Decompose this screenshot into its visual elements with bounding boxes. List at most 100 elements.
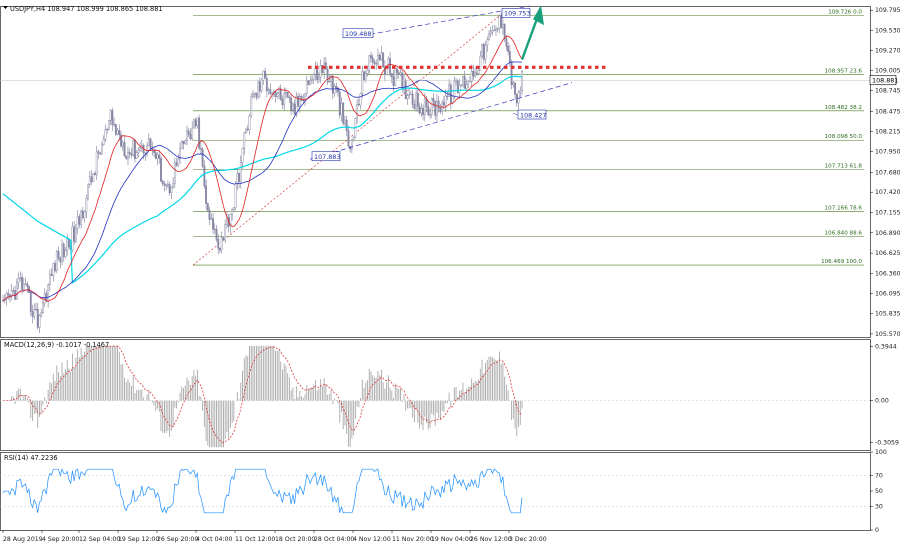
candle-body — [396, 68, 398, 74]
candle-body — [330, 75, 332, 82]
candle-body — [239, 162, 242, 183]
candle-body — [519, 90, 522, 93]
candle-body — [205, 185, 207, 204]
candle-body — [269, 89, 272, 94]
candle-body — [304, 93, 306, 101]
candle-body — [170, 187, 173, 193]
candle-body — [512, 82, 515, 86]
price-tick-label: 109.795 — [875, 7, 900, 14]
candle-body — [75, 228, 77, 242]
candle-body — [427, 106, 430, 116]
candle-body — [206, 203, 209, 211]
candle-body — [423, 98, 426, 115]
candle-body — [29, 292, 32, 312]
candle-body — [180, 141, 183, 149]
candle-body — [243, 132, 246, 149]
candle-body — [127, 152, 129, 159]
candle-body — [359, 93, 362, 106]
candle-body — [121, 142, 124, 147]
candle-body — [439, 108, 442, 112]
candle-body — [5, 293, 8, 300]
candle-body — [338, 91, 341, 116]
candle-body — [163, 183, 166, 186]
candle-body — [477, 70, 480, 74]
candle-body — [55, 251, 58, 272]
candle-body — [97, 151, 100, 154]
bullish-arrow-shaft — [520, 15, 540, 61]
candle-body — [182, 141, 185, 144]
candle-body — [411, 93, 414, 105]
candle-body — [496, 28, 499, 30]
x-tick-label: 26 Nov 12:00 — [470, 536, 512, 543]
candle-body — [465, 84, 468, 89]
rsi-pane-frame — [0, 452, 871, 531]
price-tick-label: 109.270 — [875, 47, 900, 54]
candle-body — [318, 77, 320, 80]
rsi-tick-label: 0 — [875, 527, 879, 534]
candle-body — [85, 198, 88, 213]
fib-level-label: 108.098 50.0 — [825, 134, 863, 140]
candle-body — [147, 138, 150, 146]
candle-body — [149, 138, 152, 149]
macd-tick-label: 0.00 — [875, 398, 889, 405]
price-tick-label: 105.835 — [875, 311, 900, 318]
candle-body — [344, 119, 346, 124]
candle-body — [470, 71, 473, 82]
candle-body — [52, 263, 55, 276]
candle-body — [321, 65, 324, 73]
candle-body — [286, 91, 289, 98]
candle-body — [479, 55, 482, 71]
candle-body — [446, 95, 449, 97]
price-tick-label: 106.625 — [875, 250, 900, 257]
candle-body — [76, 216, 79, 229]
candle-body — [475, 72, 478, 74]
candle-body — [486, 39, 489, 46]
x-tick-label: 18 Oct 20:00 — [275, 536, 315, 543]
price-tick-label: 107.680 — [875, 169, 900, 176]
candle-body — [109, 110, 112, 121]
candle-body — [279, 88, 282, 100]
candle-body — [463, 76, 466, 89]
candle-body — [42, 302, 44, 313]
x-tick-label: 12 Sep 04:00 — [79, 536, 120, 543]
candle-body — [194, 119, 197, 127]
candle-body — [123, 142, 126, 156]
candle-body — [307, 80, 310, 85]
candle-body — [177, 158, 180, 166]
candle-body — [125, 155, 128, 159]
candle-body — [146, 145, 148, 155]
candle-body — [293, 103, 296, 115]
candle-body — [184, 140, 187, 144]
candle-body — [113, 124, 115, 126]
price-tick-label: 109.530 — [875, 28, 900, 35]
candle-body — [111, 110, 114, 125]
candle-body — [394, 68, 397, 86]
candle-body — [503, 23, 506, 39]
macd-tick-label: 0.3944 — [875, 344, 897, 351]
candle-body — [130, 153, 133, 156]
candle-body — [59, 257, 62, 263]
candle-body — [78, 216, 81, 225]
x-tick-label: 4 Sep 20:00 — [42, 536, 79, 543]
candle-body — [437, 100, 440, 109]
candle-body — [220, 237, 223, 251]
candle-body — [264, 70, 267, 79]
candle-body — [314, 67, 317, 75]
candle-body — [456, 80, 459, 93]
candle-body — [404, 80, 407, 99]
candle-body — [451, 96, 454, 104]
candle-body — [406, 95, 409, 99]
candle-body — [408, 94, 411, 96]
rsi-tick-label: 100 — [875, 449, 887, 456]
candle-body — [236, 173, 239, 185]
candle-body — [498, 15, 501, 29]
candle-body — [333, 85, 336, 94]
candle-body — [168, 184, 171, 193]
price-tick-label: 107.155 — [875, 209, 900, 216]
candle-body — [248, 115, 251, 130]
candle-body — [253, 92, 256, 95]
candle-body — [92, 173, 95, 182]
candle-body — [36, 308, 39, 328]
annotation-109753-box — [501, 8, 531, 18]
candle-body — [300, 96, 303, 101]
